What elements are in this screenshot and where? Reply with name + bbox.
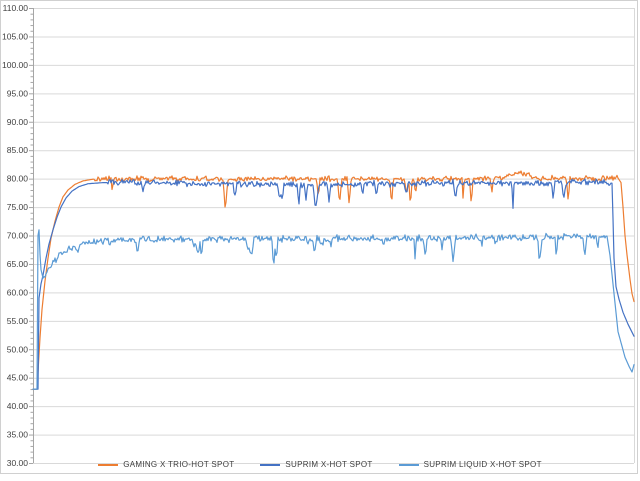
y-tick-label: 75.00 xyxy=(7,202,29,212)
y-tick-label: 80.00 xyxy=(7,174,29,184)
legend-item-suprim-liquid-x-hot-spot: SUPRIM LIQUID X-HOT SPOT xyxy=(398,460,542,469)
series-line-suprim-x-hot-spot xyxy=(32,178,635,390)
y-tick-label: 60.00 xyxy=(7,287,29,297)
y-tick-label: 95.00 xyxy=(7,88,29,98)
y-tick-label: 50.00 xyxy=(7,344,29,354)
y-tick-label: 55.00 xyxy=(7,316,29,326)
y-tick-label: 85.00 xyxy=(7,145,29,155)
y-tick-label: 100.00 xyxy=(2,60,28,70)
legend-item-suprim-x-hot-spot: SUPRIM X-HOT SPOT xyxy=(260,460,372,469)
legend-label: SUPRIM X-HOT SPOT xyxy=(285,460,373,469)
y-tick-label: 65.00 xyxy=(7,259,29,269)
legend-line-swatch xyxy=(260,463,281,466)
y-tick-label: 110.00 xyxy=(3,3,29,13)
y-tick-label: 40.00 xyxy=(7,401,29,411)
y-tick-label: 35.00 xyxy=(7,430,29,440)
series-line-gaming-x-trio-hot-spot xyxy=(32,170,635,390)
legend-label: SUPRIM LIQUID X-HOT SPOT xyxy=(423,460,542,469)
y-tick-label: 45.00 xyxy=(7,373,29,383)
y-tick-label: 105.00 xyxy=(2,31,28,41)
y-tick-label: 30.00 xyxy=(7,458,29,468)
legend-line-swatch xyxy=(98,463,119,466)
y-tick-label: 70.00 xyxy=(7,231,29,241)
legend: GAMING X TRIO-HOT SPOT SUPRIM X-HOT SPOT S… xyxy=(0,460,640,469)
series-line-suprim-liquid-x-hot-spot xyxy=(32,229,635,390)
legend-line-swatch xyxy=(398,463,419,466)
legend-label: GAMING X TRIO-HOT SPOT xyxy=(123,460,235,469)
y-tick-label: 90.00 xyxy=(7,117,29,127)
legend-item-gaming-x-trio-hot-spot: GAMING X TRIO-HOT SPOT xyxy=(98,460,234,469)
